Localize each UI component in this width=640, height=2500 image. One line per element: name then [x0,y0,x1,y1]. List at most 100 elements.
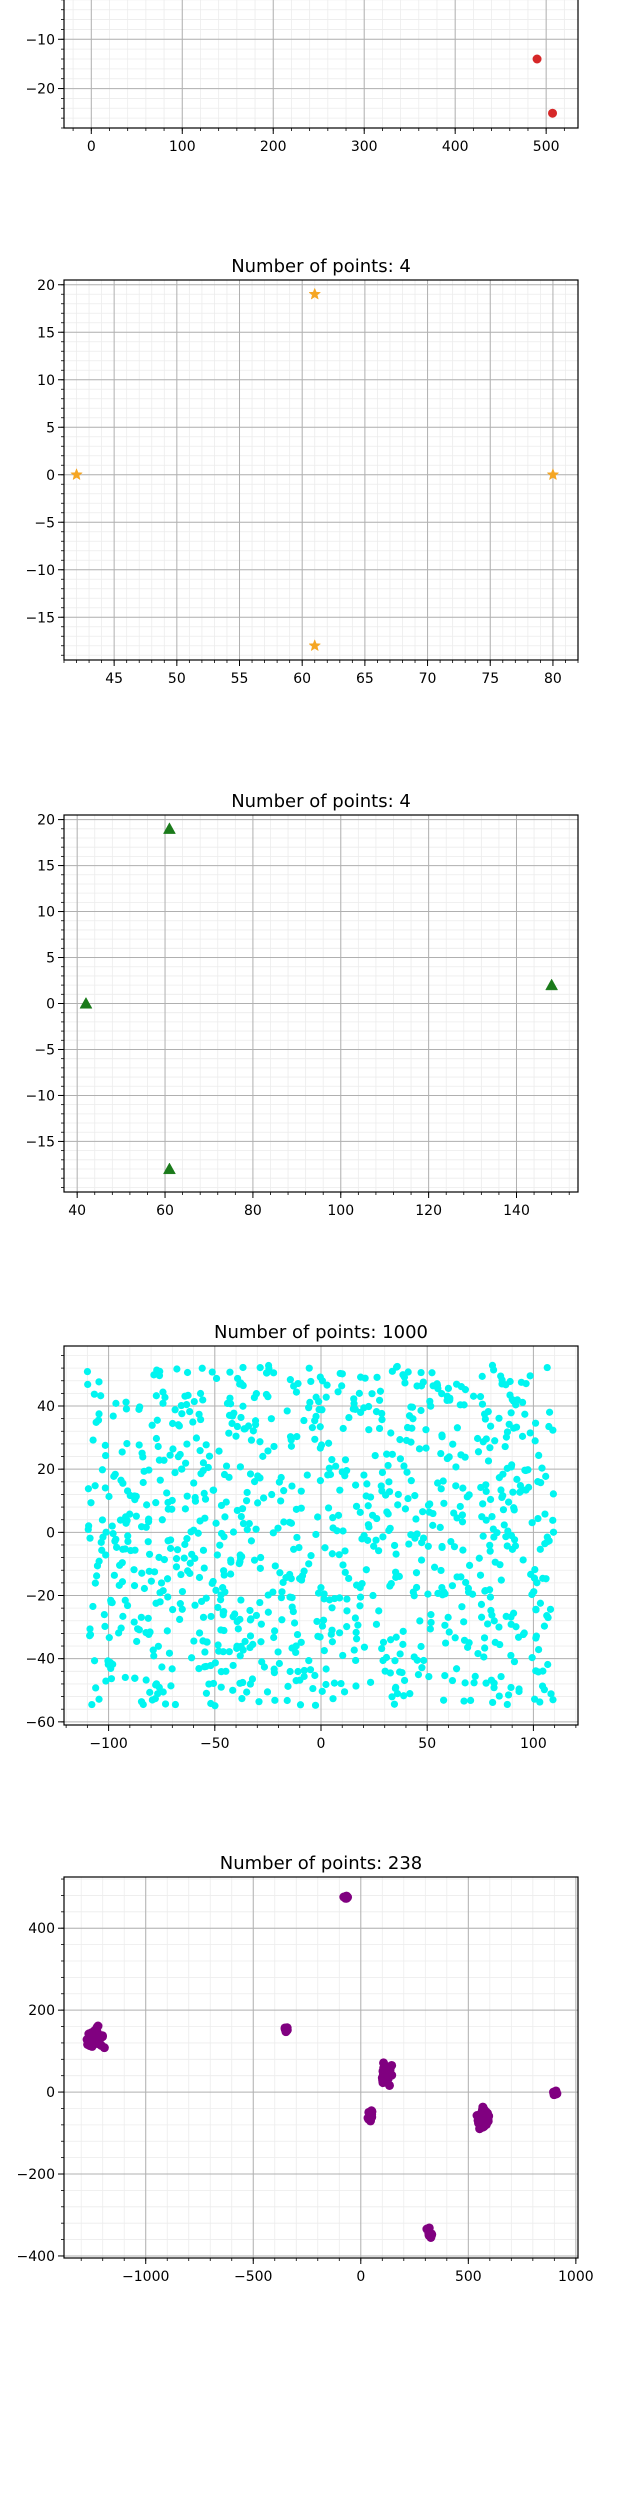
data-point [233,1642,241,1650]
data-point [336,1369,344,1378]
data-point [183,1368,192,1377]
data-point [424,2229,434,2239]
data-point [496,1640,504,1649]
data-point [338,1382,346,1390]
data-point [489,1525,497,1533]
data-point [513,1475,521,1483]
data-point [227,1570,235,1578]
data-point [279,1578,287,1587]
data-point [478,2114,488,2124]
data-point [287,1442,296,1450]
x-tick-label: 70 [419,671,437,687]
data-point [497,1486,505,1494]
data-point [121,1673,129,1682]
data-point [398,1668,406,1677]
data-point [307,1552,315,1560]
data-point [482,1487,490,1496]
data-points [79,822,559,1175]
data-point [274,1524,282,1532]
data-point [375,1547,383,1555]
data-point [337,1679,345,1688]
data-point [317,1584,325,1592]
data-point [507,1651,515,1660]
data-point [532,1634,540,1642]
data-point [510,1536,519,1544]
data-point [327,1630,335,1638]
data-point [236,1679,244,1687]
data-point [312,1393,320,1401]
data-point [479,1500,487,1508]
data-point [391,1657,399,1665]
data-point [394,1490,402,1499]
data-point [531,1565,539,1574]
data-point [305,1560,313,1568]
data-point [231,1610,239,1618]
data-point [497,1372,505,1380]
data-point [163,1489,171,1497]
data-point [225,1648,233,1656]
data-point [146,1688,154,1696]
data-point [115,1581,123,1589]
data-point [415,1445,424,1453]
data-point [267,1415,275,1423]
data-point [118,1559,126,1567]
data-point [83,1367,92,1376]
data-point [152,1599,160,1607]
chart-5: −1000 −500 0 500 1000 −400 −200 0 200 400 Number o… [17,1853,594,2285]
data-point [239,1402,247,1410]
data-point [234,1374,242,1383]
data-point [464,1584,473,1592]
data-point [167,1682,175,1690]
data-point [101,1622,109,1630]
data-point [207,1612,215,1621]
data-point [182,1459,190,1467]
data-point [447,1537,455,1546]
data-point [516,1482,525,1490]
data-point [400,1373,409,1381]
data-point [403,1468,411,1476]
data-point [198,1364,206,1372]
data-point [322,1393,330,1401]
data-point [183,1400,191,1409]
data-point [288,1482,296,1490]
data-point [149,1646,157,1654]
data-point [518,1432,527,1440]
data-point [314,1632,322,1640]
data-point [382,1491,390,1499]
data-point [112,1535,120,1543]
data-point [487,1606,495,1615]
data-point [542,1472,550,1480]
data-point [549,1696,557,1704]
data-point [107,1661,115,1669]
data-point [173,1546,182,1554]
data-point [336,1629,344,1637]
data-point [95,1557,103,1565]
data-point [201,1648,209,1656]
data-point [441,1621,449,1629]
data-point [510,1424,518,1432]
data-point [318,1622,327,1630]
data-point [316,1444,324,1452]
data-point [186,1408,194,1416]
data-point [220,1626,228,1635]
y-tick-label: 15 [37,859,55,875]
data-point [322,1665,330,1673]
data-point [290,1382,298,1390]
data-point [352,1502,361,1510]
data-point [438,1431,446,1439]
data-point [191,1497,200,1505]
data-point [354,1621,362,1629]
data-point [521,1410,529,1418]
data-point [84,1485,93,1493]
data-point [379,1533,387,1541]
data-point [108,1522,116,1530]
data-point [237,1512,245,1521]
data-point [177,1401,185,1410]
data-point [466,1696,475,1705]
data-point [303,1471,311,1479]
data-point [510,1658,519,1666]
data-point [458,1603,466,1611]
data-point [453,1573,461,1581]
data-point [269,1369,278,1377]
data-point [319,1616,328,1624]
